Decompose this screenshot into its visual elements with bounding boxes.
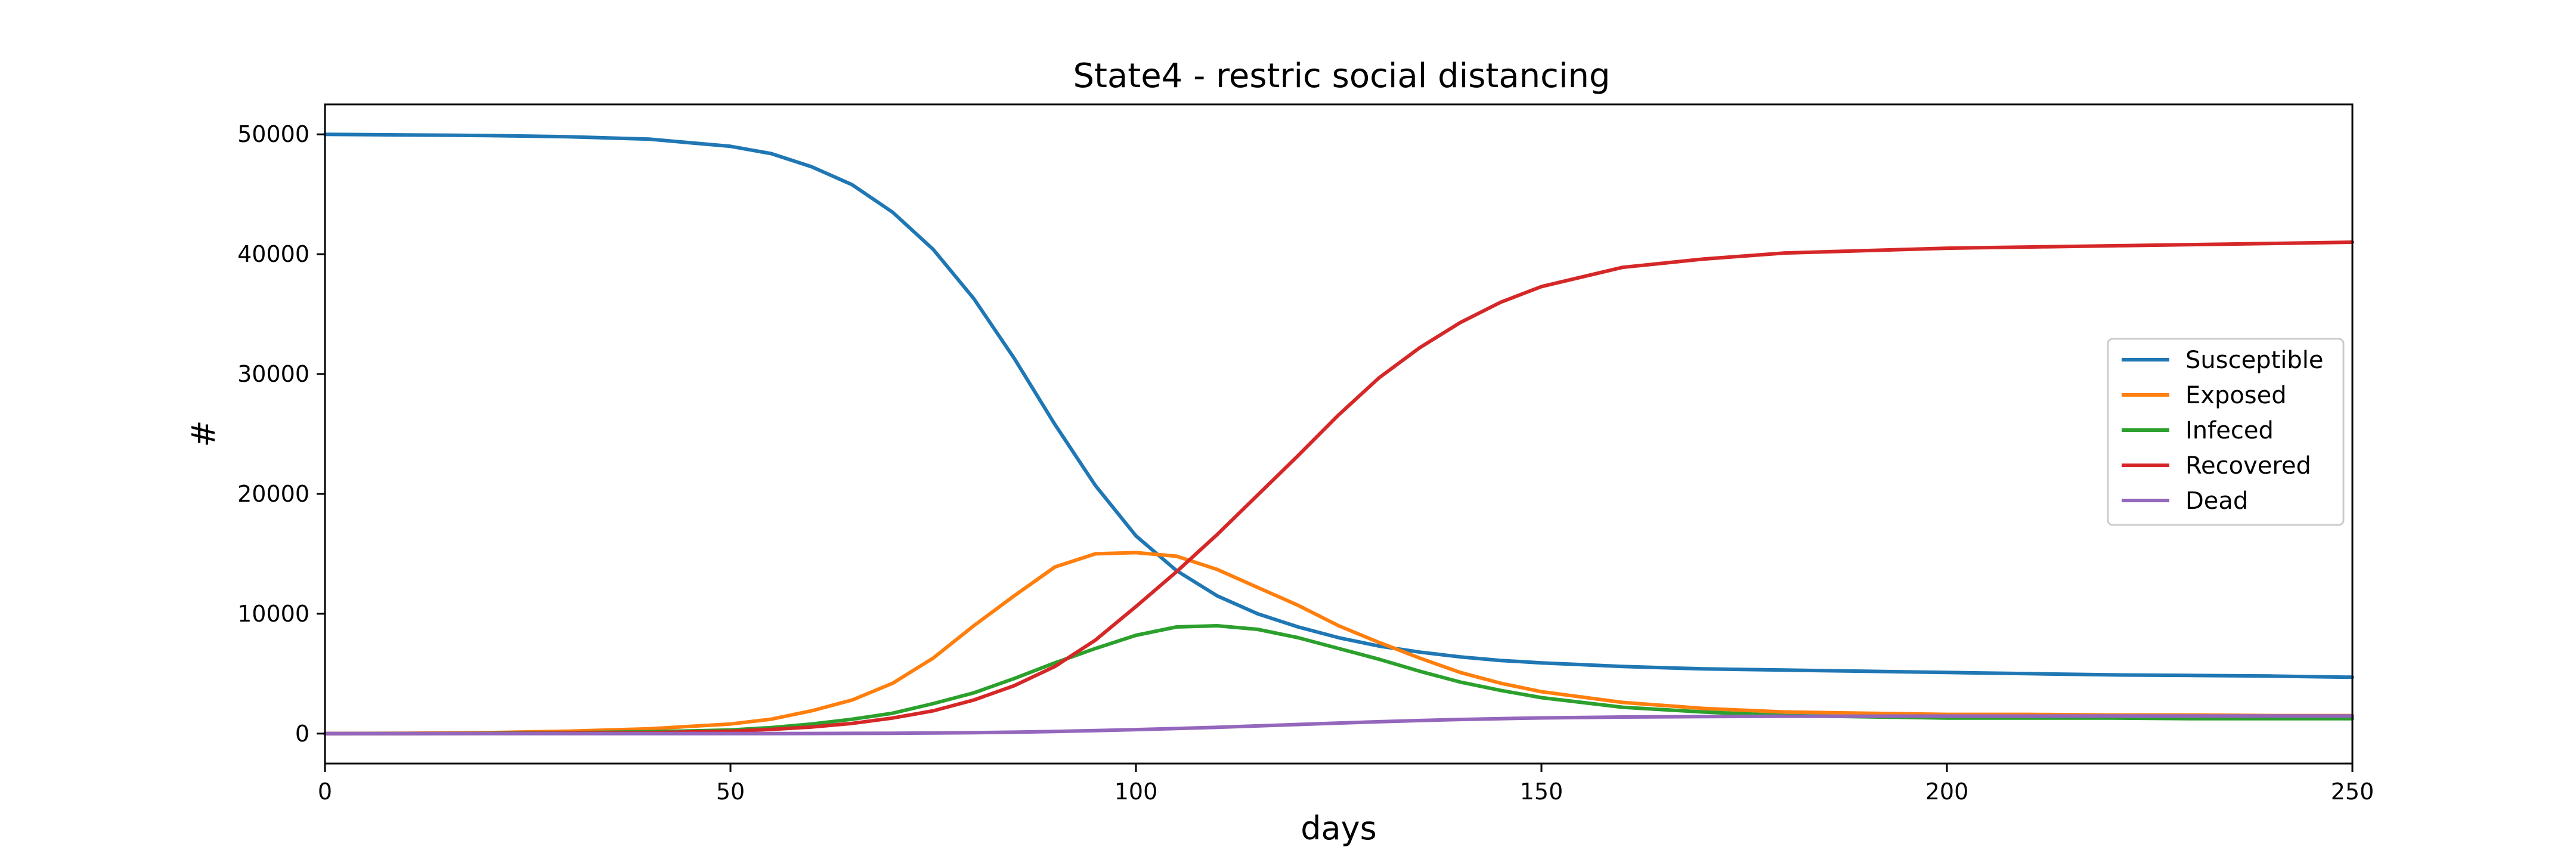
legend-label-susceptible: Susceptible (2185, 347, 2323, 374)
y-tick-label: 30000 (237, 361, 309, 387)
ticks-layer: 0 50 100 150 200 250 0 10000 20000 30000 40000 5000… (237, 121, 2374, 805)
legend-label-exposed: Exposed (2185, 382, 2287, 409)
legend-label-infeced: Infeced (2185, 417, 2274, 444)
series-line-recovered (323, 240, 2354, 736)
y-axis-label: # (185, 420, 222, 447)
series-layer (323, 132, 2354, 736)
y-tick-label: 50000 (237, 121, 309, 147)
x-tick-label: 200 (1925, 778, 1969, 805)
legend-label-recovered: Recovered (2185, 452, 2311, 480)
plot-frame (324, 103, 2354, 765)
chart-title: State4 - restric social distancing (1073, 57, 1610, 95)
x-tick-label: 100 (1114, 778, 1158, 805)
series-line-dead (323, 714, 2354, 736)
y-tick-label: 10000 (237, 601, 309, 627)
x-tick-label: 50 (716, 778, 745, 805)
legend-label-dead: Dead (2185, 487, 2248, 515)
x-tick-label: 0 (318, 778, 332, 805)
legend-frame (2107, 338, 2345, 526)
x-tick-label: 150 (1520, 778, 1563, 805)
series-line-exposed (323, 551, 2354, 736)
series-line-susceptible (323, 132, 2354, 679)
y-tick-label: 0 (295, 721, 309, 747)
legend: Susceptible Exposed Infeced Recovered Dead (2107, 338, 2345, 526)
x-axis-label: days (1301, 809, 1376, 847)
y-tick-label: 40000 (237, 241, 309, 267)
legend-items: Susceptible Exposed Infeced Recovered Dead (2122, 347, 2323, 515)
x-tick-label: 250 (2331, 778, 2374, 805)
y-tick-label: 20000 (237, 481, 309, 507)
